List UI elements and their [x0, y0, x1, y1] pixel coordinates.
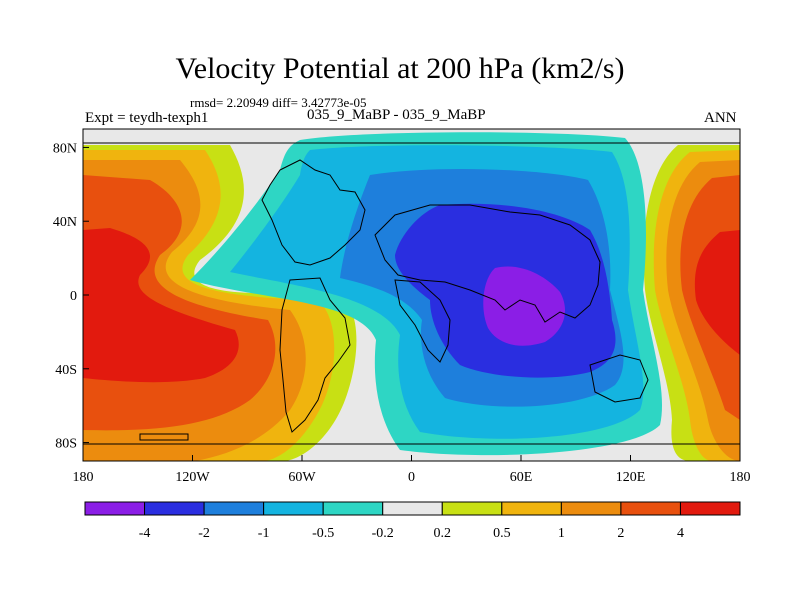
colorbar-swatch	[679, 501, 741, 516]
experiment-label: Expt = teydh-texph1	[85, 110, 209, 126]
colorbar-label: -0.5	[312, 526, 334, 541]
colorbar-label: -0.2	[372, 526, 394, 541]
colorbar-label: 0.5	[493, 526, 511, 541]
y-tick-label: 40S	[55, 363, 77, 378]
colorbar-swatch	[501, 501, 562, 516]
colorbar-swatch	[441, 501, 503, 516]
colorbar-label: 2	[617, 526, 624, 541]
x-axis: 180 120W 60W 0 60E 120E 180	[73, 455, 751, 485]
colorbar-swatch	[560, 501, 622, 516]
x-tick-label: 180	[730, 470, 751, 485]
case-label: 035_9_MaBP - 035_9_MaBP	[307, 107, 486, 123]
y-tick-label: 40N	[53, 215, 77, 230]
contour-field	[83, 129, 740, 461]
x-tick-label: 60W	[288, 470, 316, 485]
negative-region-center	[190, 132, 663, 456]
colorbar-swatch	[382, 501, 443, 516]
y-tick-label: 0	[70, 289, 77, 304]
plot-title: Velocity Potential at 200 hPa (km2/s)	[175, 52, 625, 85]
y-axis: 80N 40N 0 40S 80S	[53, 141, 89, 452]
colorbar-label: -1	[258, 526, 270, 541]
colorbar-swatch	[263, 501, 324, 516]
colorbar-swatch	[144, 501, 205, 516]
colorbar-swatch	[620, 501, 681, 516]
colorbar-swatch	[203, 501, 265, 516]
colorbar-label: 4	[677, 526, 684, 541]
season-label: ANN	[704, 110, 737, 126]
x-tick-label: 120E	[616, 470, 646, 485]
y-tick-label: 80N	[53, 141, 77, 156]
colorbar-label: -4	[139, 526, 151, 541]
colorbar-label: -2	[198, 526, 210, 541]
x-tick-label: 60E	[510, 470, 533, 485]
stats-text: rmsd= 2.20949 diff= 3.42773e-05	[190, 95, 367, 110]
x-tick-label: 180	[73, 470, 94, 485]
colorbar-swatch	[84, 501, 146, 516]
colorbar: -4 -2 -1 -0.5 -0.2 0.2 0.5 1 2 4	[84, 501, 741, 541]
positive-lobe-east	[643, 145, 740, 461]
colorbar-swatch	[322, 501, 384, 516]
y-tick-label: 80S	[55, 437, 77, 452]
continent-outlines	[83, 142, 740, 445]
x-tick-label: 120W	[175, 470, 210, 485]
x-tick-label: 0	[408, 470, 415, 485]
positive-lobe-west	[83, 145, 357, 461]
colorbar-label: 0.2	[434, 526, 452, 541]
colorbar-label: 1	[558, 526, 565, 541]
